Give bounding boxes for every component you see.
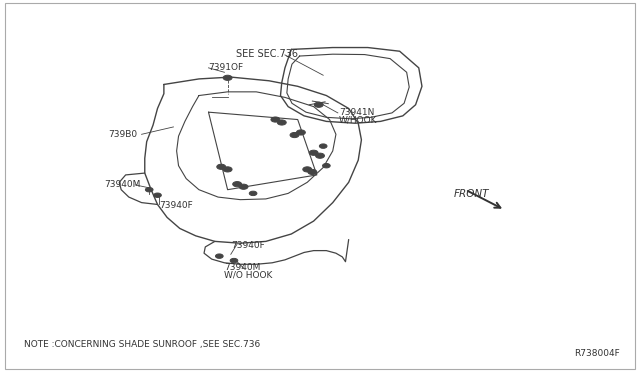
Text: 73940M: 73940M	[104, 180, 141, 189]
Text: W/O HOOK: W/O HOOK	[225, 270, 273, 279]
Circle shape	[233, 182, 242, 187]
Text: 7391OF: 7391OF	[209, 63, 244, 72]
Circle shape	[223, 75, 232, 80]
Text: NOTE :CONCERNING SHADE SUNROOF ,SEE SEC.736: NOTE :CONCERNING SHADE SUNROOF ,SEE SEC.…	[24, 340, 260, 349]
Circle shape	[323, 163, 330, 168]
Circle shape	[290, 132, 299, 138]
Text: 73941N: 73941N	[339, 108, 374, 118]
Circle shape	[271, 117, 280, 122]
Circle shape	[239, 184, 248, 189]
Circle shape	[277, 120, 286, 125]
Circle shape	[154, 193, 161, 198]
Circle shape	[217, 164, 226, 169]
Text: R738004F: R738004F	[573, 350, 620, 359]
Circle shape	[308, 169, 317, 174]
Text: 739B0: 739B0	[108, 130, 138, 139]
Text: W/HOOK: W/HOOK	[339, 115, 378, 124]
Circle shape	[145, 187, 153, 192]
Text: 73940F: 73940F	[159, 201, 193, 210]
Circle shape	[303, 167, 312, 172]
Circle shape	[314, 102, 323, 108]
Circle shape	[223, 167, 232, 172]
Text: FRONT: FRONT	[454, 189, 490, 199]
Circle shape	[216, 254, 223, 259]
Circle shape	[316, 153, 324, 158]
Circle shape	[249, 191, 257, 196]
Text: 73940F: 73940F	[231, 241, 264, 250]
Circle shape	[309, 150, 318, 155]
Circle shape	[296, 130, 305, 135]
Text: SEE SEC.736: SEE SEC.736	[236, 49, 298, 59]
Text: 73940M: 73940M	[225, 263, 260, 272]
Circle shape	[319, 144, 327, 148]
Circle shape	[230, 259, 238, 263]
